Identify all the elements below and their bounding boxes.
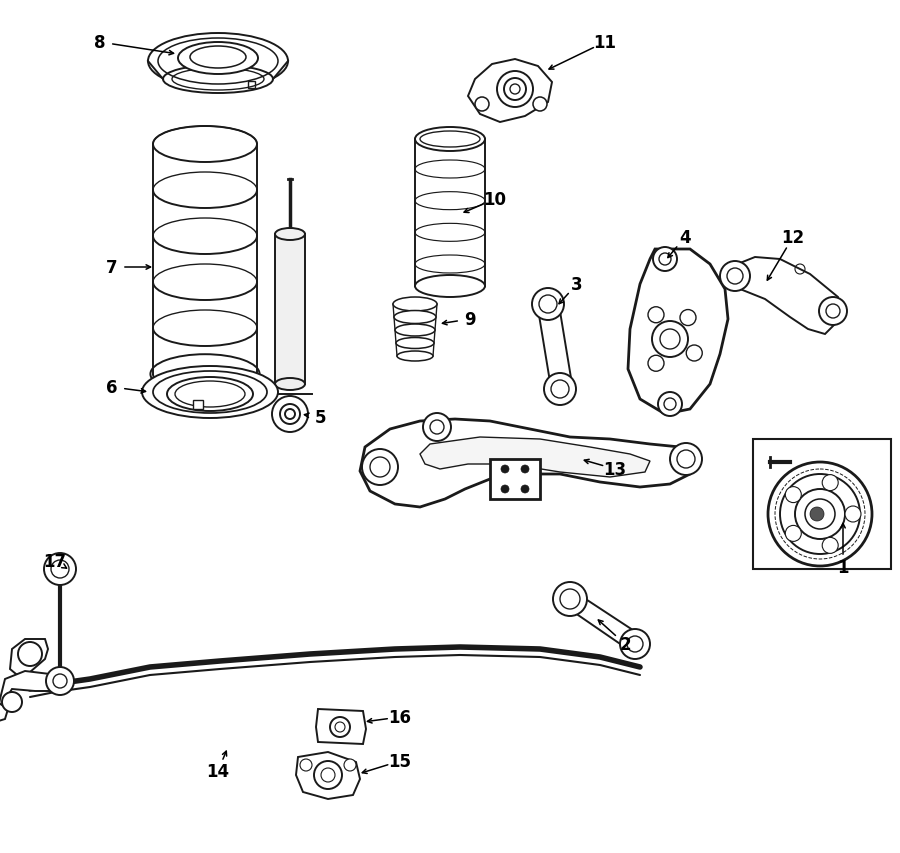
Circle shape [532, 288, 564, 321]
Ellipse shape [148, 34, 288, 90]
Circle shape [652, 322, 688, 357]
Ellipse shape [395, 325, 435, 337]
Circle shape [521, 485, 529, 493]
Circle shape [18, 642, 42, 666]
Circle shape [423, 414, 451, 442]
Ellipse shape [397, 351, 433, 362]
Text: 14: 14 [206, 762, 230, 780]
Circle shape [280, 404, 300, 425]
Circle shape [272, 397, 308, 432]
Polygon shape [296, 752, 360, 799]
Circle shape [658, 392, 682, 416]
Ellipse shape [142, 367, 278, 419]
Polygon shape [316, 709, 366, 744]
Circle shape [501, 485, 509, 493]
Circle shape [533, 98, 547, 112]
Circle shape [819, 298, 847, 326]
Text: 4: 4 [680, 229, 691, 247]
Ellipse shape [275, 379, 305, 391]
Polygon shape [468, 60, 552, 123]
Circle shape [544, 374, 576, 405]
Polygon shape [420, 438, 650, 478]
Ellipse shape [178, 43, 258, 75]
Circle shape [2, 692, 22, 712]
Polygon shape [10, 639, 48, 679]
Polygon shape [360, 420, 695, 508]
Circle shape [46, 667, 74, 695]
Polygon shape [628, 250, 728, 415]
Polygon shape [0, 671, 60, 711]
Text: 1: 1 [837, 559, 849, 577]
Circle shape [648, 356, 664, 372]
Circle shape [768, 462, 872, 566]
Circle shape [810, 508, 824, 521]
Circle shape [845, 507, 861, 522]
Circle shape [501, 466, 509, 473]
Circle shape [686, 345, 702, 362]
Bar [193, 401, 203, 409]
Circle shape [670, 444, 702, 475]
Text: 5: 5 [314, 409, 326, 426]
Circle shape [680, 310, 696, 326]
Ellipse shape [275, 229, 305, 241]
Text: 6: 6 [106, 379, 118, 397]
Ellipse shape [415, 276, 485, 298]
Polygon shape [562, 595, 645, 650]
Text: 9: 9 [464, 310, 476, 328]
Text: 16: 16 [389, 708, 411, 726]
Text: 2: 2 [619, 635, 631, 653]
Text: 8: 8 [94, 34, 106, 52]
Circle shape [330, 717, 350, 737]
Text: 7: 7 [106, 258, 118, 276]
Polygon shape [728, 258, 840, 334]
Polygon shape [0, 694, 8, 723]
Text: 3: 3 [572, 276, 583, 293]
Circle shape [521, 466, 529, 473]
Circle shape [823, 537, 838, 554]
Circle shape [653, 247, 677, 272]
Circle shape [648, 307, 664, 323]
Text: 11: 11 [593, 34, 616, 52]
Ellipse shape [396, 338, 434, 349]
Circle shape [44, 554, 76, 585]
Ellipse shape [167, 378, 253, 411]
Circle shape [786, 525, 801, 542]
Ellipse shape [393, 298, 437, 311]
Circle shape [300, 759, 312, 771]
Circle shape [362, 450, 398, 485]
Text: 17: 17 [43, 553, 67, 571]
Bar [248, 82, 255, 89]
Ellipse shape [394, 311, 436, 324]
Circle shape [786, 487, 801, 503]
Bar [753, 439, 891, 569]
Circle shape [720, 262, 750, 292]
Circle shape [314, 761, 342, 789]
Text: 13: 13 [603, 461, 626, 479]
Bar [275, 235, 305, 385]
Text: 10: 10 [483, 191, 507, 209]
Circle shape [497, 72, 533, 107]
Circle shape [553, 583, 587, 616]
Circle shape [344, 759, 356, 771]
Text: 15: 15 [389, 752, 411, 770]
Polygon shape [538, 299, 572, 395]
Bar [490, 460, 540, 499]
Circle shape [475, 98, 489, 112]
Text: 12: 12 [781, 229, 805, 247]
Ellipse shape [415, 128, 485, 152]
Circle shape [795, 490, 845, 539]
Ellipse shape [163, 66, 273, 94]
Circle shape [823, 475, 838, 491]
Circle shape [285, 409, 295, 420]
Circle shape [620, 630, 650, 659]
